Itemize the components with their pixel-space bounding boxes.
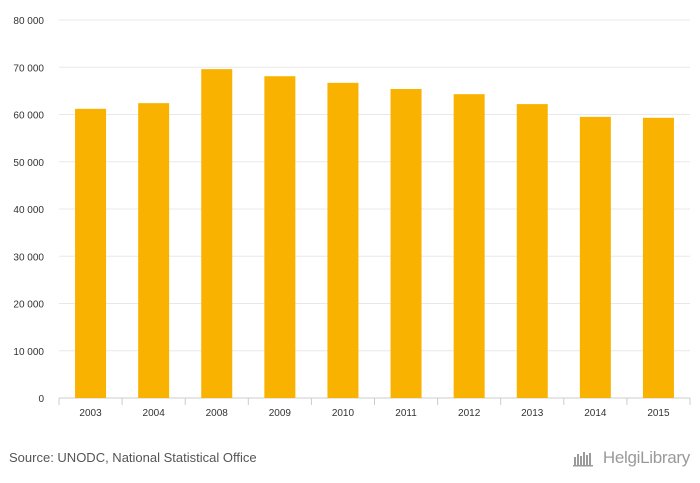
y-tick-label: 40 000 xyxy=(13,205,44,216)
y-tick-label: 0 xyxy=(38,394,44,405)
source-note: Source: UNODC, National Statistical Offi… xyxy=(9,450,257,465)
chart-footer: Source: UNODC, National Statistical Offi… xyxy=(0,440,700,483)
x-tick-label: 2009 xyxy=(269,408,292,419)
bar-2009 xyxy=(264,76,296,398)
x-tick-label: 2013 xyxy=(521,408,544,419)
y-tick-label: 80 000 xyxy=(13,16,44,27)
y-tick-label: 20 000 xyxy=(13,300,44,311)
bar-2013 xyxy=(516,104,548,398)
x-tick-label: 2008 xyxy=(206,408,229,419)
y-tick-label: 30 000 xyxy=(13,252,44,263)
bar-2003 xyxy=(75,108,107,398)
y-tick-label: 60 000 xyxy=(13,111,44,122)
y-tick-label: 70 000 xyxy=(13,63,44,74)
x-tick-label: 2015 xyxy=(647,408,670,419)
bar-2012 xyxy=(453,94,485,399)
bar-2004 xyxy=(138,103,170,398)
brand-name: HelgiLibrary xyxy=(602,448,690,467)
library-icon xyxy=(572,452,593,467)
x-tick-label: 2012 xyxy=(458,408,481,419)
bar-2015 xyxy=(642,117,674,399)
bar-chart: 0 10 000 20 000 30 000 40 000 50 000 60 000 70 … xyxy=(13,16,691,419)
y-tick-label: 50 000 xyxy=(13,158,44,169)
bar-2011 xyxy=(390,88,422,399)
bar-2008 xyxy=(201,69,233,398)
x-tick-label: 2004 xyxy=(143,408,166,419)
bar-2014 xyxy=(579,116,611,399)
x-tick-label: 2010 xyxy=(332,408,355,419)
x-tick-label: 2011 xyxy=(395,408,417,419)
x-tick-label: 2003 xyxy=(79,408,102,419)
x-tick-label: 2014 xyxy=(584,408,607,419)
brand-logo[interactable]: HelgiLibrary xyxy=(572,448,690,468)
y-tick-label: 10 000 xyxy=(13,347,44,358)
bar-2010 xyxy=(327,82,359,398)
